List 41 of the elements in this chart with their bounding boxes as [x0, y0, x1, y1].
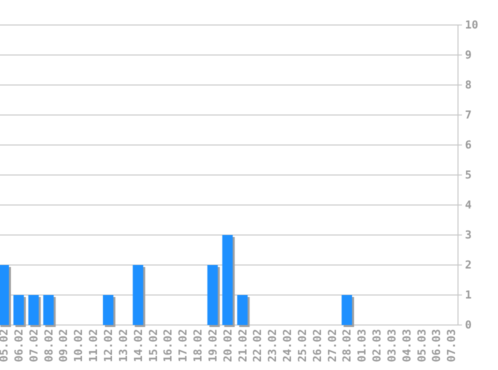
- y-tick-label: 10: [465, 18, 478, 32]
- x-tick-label: 08.02: [42, 329, 56, 362]
- y-tick-label: 3: [465, 228, 472, 242]
- y-tick-label: 5: [465, 168, 472, 182]
- y-tick-label: 9: [465, 48, 472, 62]
- y-tick-label: 6: [465, 138, 472, 152]
- y-tick-label: 2: [465, 258, 472, 272]
- x-tick-label: 27.02: [326, 329, 339, 362]
- x-tick-label: 09.02: [57, 329, 70, 362]
- x-tick-label: 15.02: [146, 329, 160, 362]
- x-tick-label: 05.03: [415, 329, 428, 362]
- y-tick-label: 4: [465, 198, 472, 212]
- x-tick-label: 14.02: [132, 329, 145, 362]
- x-tick-label: 13.02: [116, 329, 130, 362]
- x-tick-label: 23.02: [266, 329, 280, 362]
- x-tick-label: 10.02: [72, 329, 86, 362]
- x-tick-label: 18.02: [192, 329, 205, 362]
- x-tick-label: 24.02: [281, 329, 294, 362]
- x-tick-label: 25.02: [296, 329, 309, 362]
- y-tick-label: 0: [465, 318, 472, 332]
- x-tick-label: 12.02: [102, 329, 115, 362]
- x-tick-label: 17.02: [176, 329, 190, 362]
- y-tick-label: 7: [465, 108, 472, 122]
- x-tick-label: 26.02: [310, 329, 324, 362]
- x-tick-label: 07.03: [445, 329, 458, 362]
- x-tick-label: 19.02: [206, 329, 220, 362]
- x-tick-label: 22.02: [251, 329, 264, 362]
- x-tick-label: 16.02: [162, 329, 175, 362]
- x-tick-label: 20.02: [221, 329, 234, 362]
- x-tick-label: 04.03: [400, 329, 414, 362]
- y-tick-label: 8: [465, 78, 472, 92]
- x-tick-label: 06.03: [430, 329, 444, 362]
- x-tick-label: 07.02: [27, 329, 40, 362]
- x-tick-label: 03.03: [385, 329, 398, 362]
- y-tick-label: 1: [465, 288, 472, 302]
- x-tick-label: 01.03: [356, 329, 369, 362]
- x-tick-label: 28.02: [340, 329, 354, 362]
- x-tick-label: 02.03: [370, 329, 384, 362]
- x-tick-label: 11.02: [87, 329, 100, 362]
- x-tick-label: 06.02: [12, 329, 26, 362]
- x-tick-label: 21.02: [236, 329, 250, 362]
